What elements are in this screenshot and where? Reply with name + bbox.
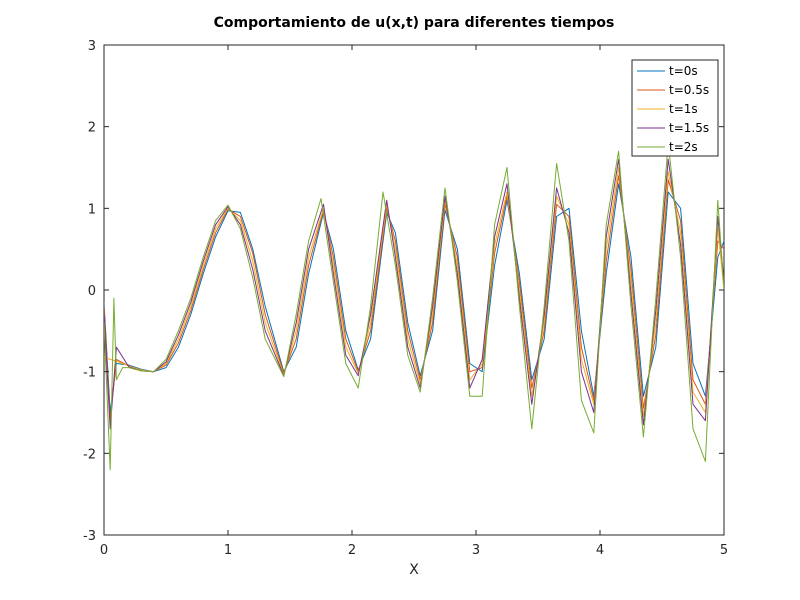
y-tick-label: 2 [88, 121, 96, 136]
y-tick-label: 3 [88, 39, 96, 54]
x-tick-label: 3 [472, 543, 480, 558]
series-layer [104, 142, 724, 471]
plot-area: 0 1 2 3 4 5 -3 -2 -1 0 1 2 3 [83, 39, 728, 558]
y-tick-label: -1 [83, 366, 96, 381]
y-tick-label: -2 [83, 447, 96, 462]
axes-box [103, 44, 725, 536]
legend-label: t=1s [669, 102, 698, 116]
x-tick-label: 0 [100, 543, 108, 558]
legend-box [631, 59, 719, 157]
y-tick-label: -3 [83, 529, 96, 544]
legend-label: t=2s [669, 140, 698, 154]
x-tick-label: 5 [720, 543, 728, 558]
x-tick-label: 2 [348, 543, 356, 558]
chart-title: Comportamiento de u(x,t) para diferentes… [214, 15, 615, 31]
tick-layer: 0 1 2 3 4 5 -3 -2 -1 0 1 2 3 [83, 39, 728, 558]
legend: t=0s t=0.5s t=1s t=1.5s t=2s [631, 59, 719, 157]
legend-label: t=0s [669, 64, 698, 78]
y-tick-label: 1 [88, 202, 96, 217]
x-tick-label: 1 [224, 543, 232, 558]
y-tick-label: 0 [88, 284, 96, 299]
legend-entries: t=0s t=0.5s t=1s t=1.5s t=2s [637, 64, 709, 154]
legend-label: t=0.5s [669, 83, 709, 97]
x-axis-label: X [409, 562, 419, 578]
legend-label: t=1.5s [669, 121, 709, 135]
series-line-4 [104, 142, 724, 471]
x-tick-label: 4 [596, 543, 604, 558]
